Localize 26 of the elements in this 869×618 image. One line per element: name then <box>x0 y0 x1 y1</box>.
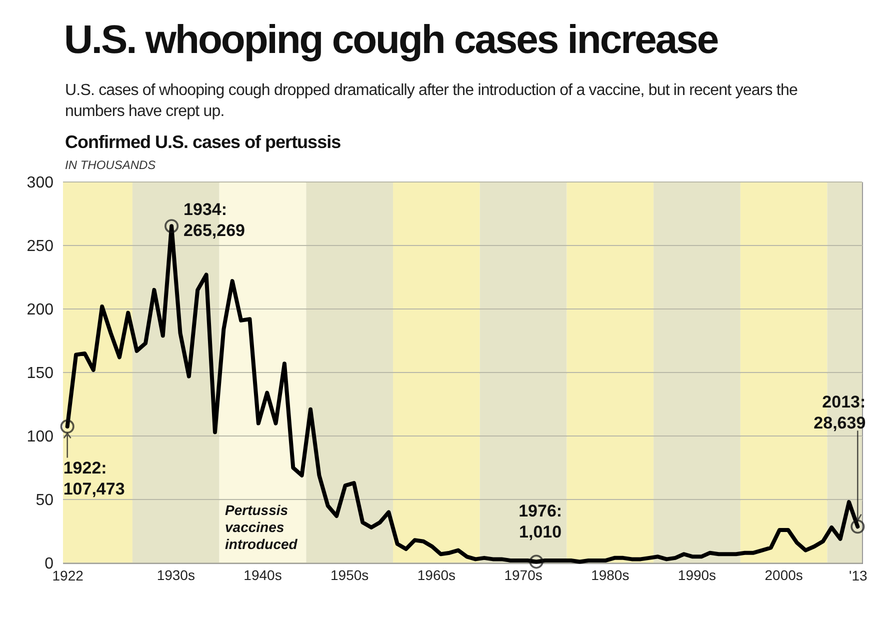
band-label: 1950s <box>330 567 369 583</box>
band-label: 2000s <box>764 567 803 583</box>
annotation: 1976: 1,010 <box>518 502 562 542</box>
band-label: 1940s <box>244 567 282 583</box>
band-label: 1980s <box>591 567 630 583</box>
x-tick-label: 1922 <box>52 568 84 584</box>
chart-subtitle: U.S. cases of whooping cough dropped dramatically after the introduction of a vaccine, but in recent years the numbers have crept up. <box>65 81 798 122</box>
band-label: 1990s <box>678 567 716 583</box>
annotation: 1934: 265,269 <box>184 200 246 240</box>
y-tick-label: 250 <box>26 238 54 255</box>
annotation: 1922: 107,473 <box>63 458 125 499</box>
y-tick-label: 50 <box>36 492 54 509</box>
x-tick-label: '13 <box>849 568 868 584</box>
y-tick-label: 200 <box>26 302 54 318</box>
annotation: 2013: 28,639 <box>814 392 866 433</box>
chart-title: U.S. whooping cough cases increase <box>64 18 718 63</box>
band-label: 1970s <box>504 567 542 583</box>
y-tick-label: 100 <box>26 428 54 446</box>
band-label: 1930s <box>156 567 195 583</box>
y-tick-label: 0 <box>44 556 54 572</box>
y-tick-label: 150 <box>26 365 54 382</box>
annotation: Pertussis vaccines introduced <box>225 502 298 552</box>
y-tick-label: 300 <box>26 174 54 192</box>
band-label: 1960s <box>417 567 456 583</box>
text: Confirmed U.S. cases of pertussis <box>65 132 341 153</box>
y-axis-title: IN THOUSANDS <box>65 158 156 172</box>
